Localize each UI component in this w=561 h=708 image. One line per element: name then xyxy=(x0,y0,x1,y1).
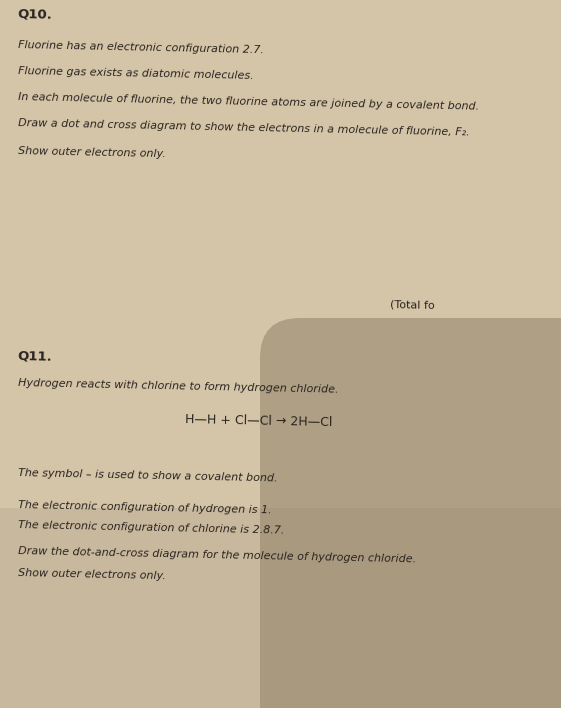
Text: The symbol – is used to show a covalent bond.: The symbol – is used to show a covalent … xyxy=(18,468,278,484)
Text: (Total fo: (Total fo xyxy=(390,300,435,311)
Text: Draw the dot-and-cross diagram for the molecule of hydrogen chloride.: Draw the dot-and-cross diagram for the m… xyxy=(18,546,416,564)
Text: In each molecule of fluorine, the two fluorine atoms are joined by a covalent bo: In each molecule of fluorine, the two fl… xyxy=(18,92,479,112)
Text: Fluorine gas exists as diatomic molecules.: Fluorine gas exists as diatomic molecule… xyxy=(18,66,254,81)
Text: Fluorine has an electronic configuration 2.7.: Fluorine has an electronic configuration… xyxy=(18,40,264,55)
Text: Draw a dot and cross diagram to show the electrons in a molecule of fluorine, F₂: Draw a dot and cross diagram to show the… xyxy=(18,118,470,137)
FancyBboxPatch shape xyxy=(0,508,561,708)
Text: The electronic configuration of hydrogen is 1.: The electronic configuration of hydrogen… xyxy=(18,500,272,515)
Text: The electronic configuration of chlorine is 2.8.7.: The electronic configuration of chlorine… xyxy=(18,520,284,535)
FancyBboxPatch shape xyxy=(260,318,561,708)
Text: Q11.: Q11. xyxy=(18,350,53,364)
Text: Show outer electrons only.: Show outer electrons only. xyxy=(18,568,165,581)
Text: H—H + Cl—Cl → 2H—Cl: H—H + Cl—Cl → 2H—Cl xyxy=(185,413,332,429)
Text: Hydrogen reacts with chlorine to form hydrogen chloride.: Hydrogen reacts with chlorine to form hy… xyxy=(18,378,338,394)
Text: Q10.: Q10. xyxy=(18,8,53,22)
Text: Show outer electrons only.: Show outer electrons only. xyxy=(18,146,165,159)
